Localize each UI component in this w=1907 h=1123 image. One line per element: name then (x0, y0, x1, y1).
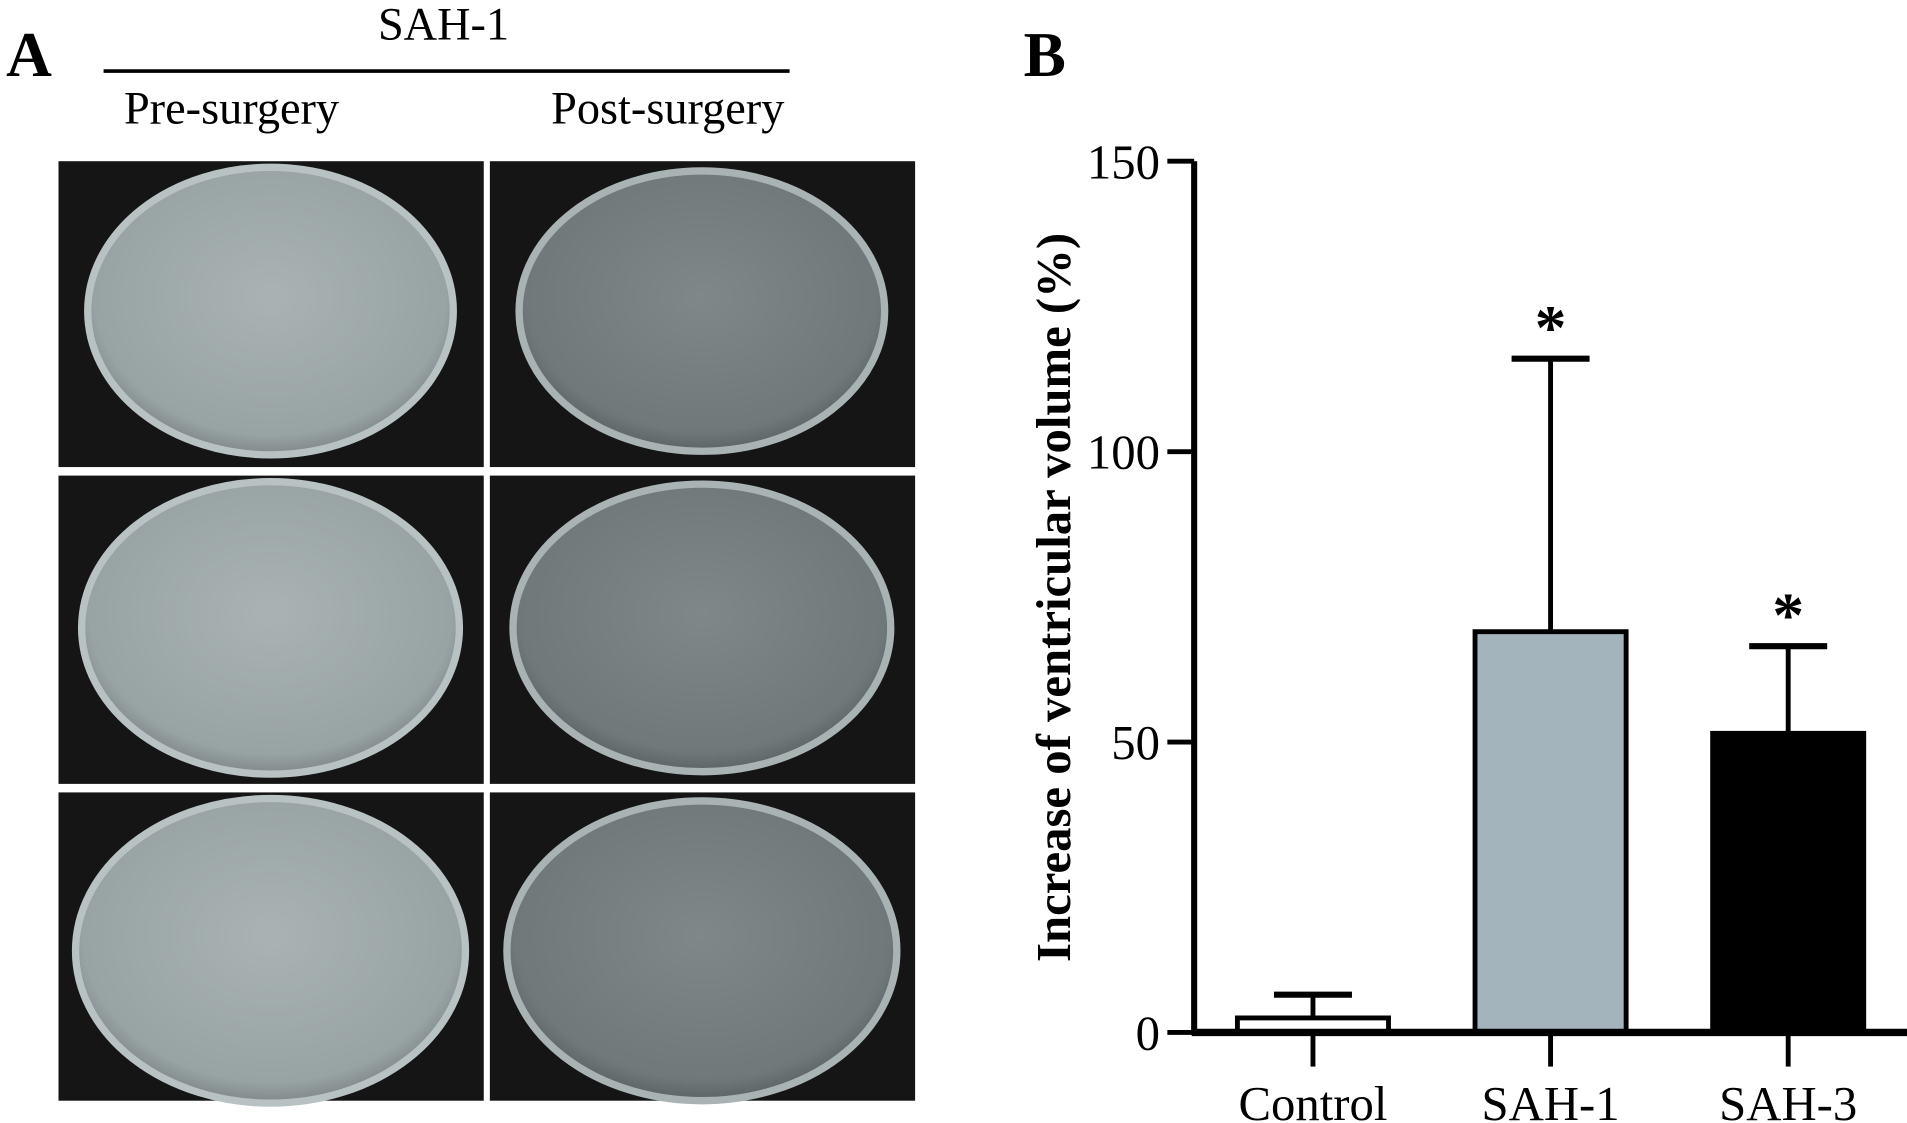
y-axis-label: Increase of ventricular volume (%) (1027, 233, 1081, 962)
mri-image (58, 161, 484, 468)
panel-label: B (1024, 20, 1066, 90)
column-label: Post-surgery (551, 83, 784, 134)
significance-marker: * (1772, 580, 1804, 650)
mri-image (58, 792, 484, 1107)
mri-image (489, 475, 916, 784)
y-tick-label: 50 (1111, 716, 1160, 770)
mri-image (58, 475, 484, 784)
mri-image (489, 161, 916, 468)
x-tick-label: SAH-1 (1482, 1077, 1620, 1123)
column-label: Pre-surgery (124, 83, 339, 134)
plot: 0 50 100 150 Control * SAH-1 * SAH-3 (1087, 135, 1907, 1123)
x-tick-label: SAH-3 (1719, 1077, 1857, 1123)
bar (1472, 629, 1629, 1035)
y-tick-label: 100 (1087, 426, 1160, 480)
x-tick-label: Control (1239, 1077, 1388, 1123)
bar (1710, 730, 1867, 1035)
y-tick-label: 0 (1136, 1007, 1160, 1061)
mri-grid (58, 161, 916, 1107)
panel-label: A (6, 20, 52, 90)
panel-title: SAH-1 (378, 0, 509, 50)
mri-image (489, 792, 916, 1105)
y-tick-label: 150 (1087, 135, 1160, 189)
significance-marker: * (1535, 293, 1567, 363)
